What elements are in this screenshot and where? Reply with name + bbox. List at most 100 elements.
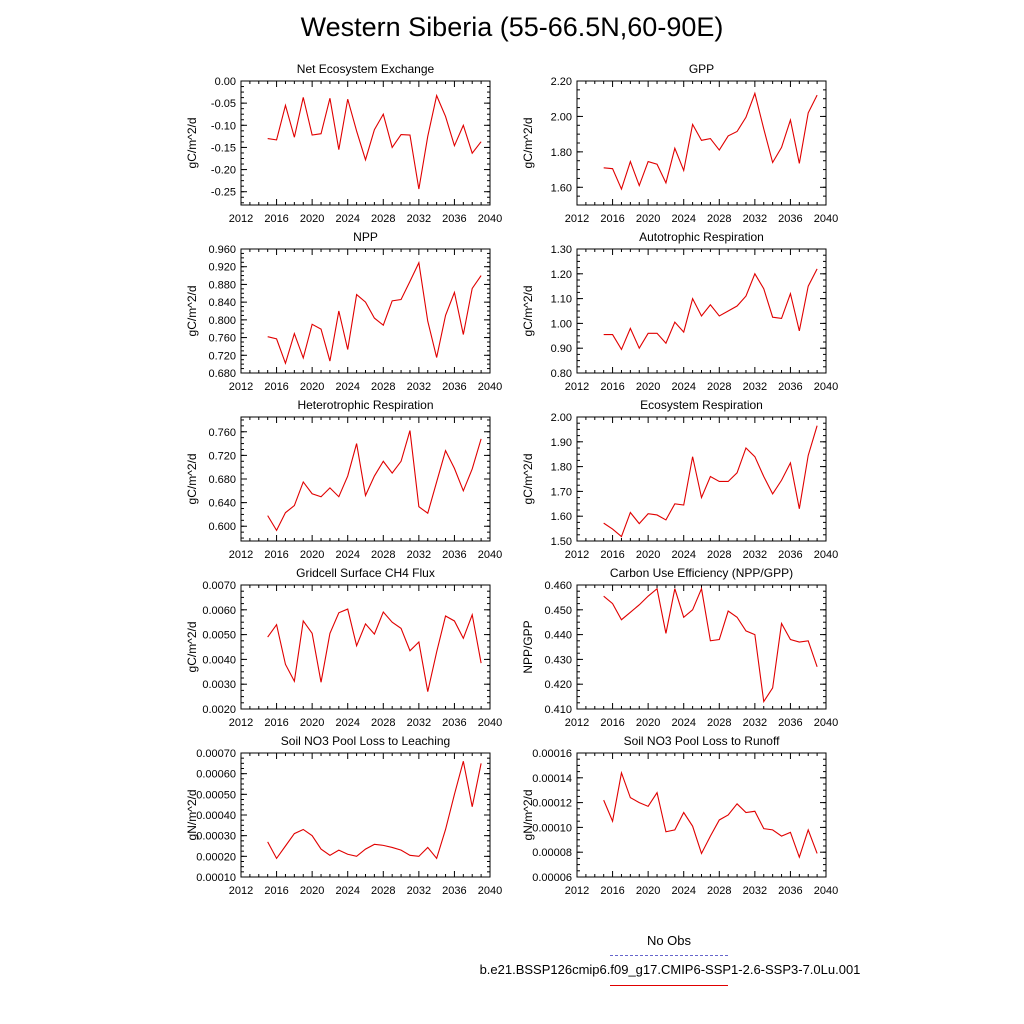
x-tick-label: 2012 xyxy=(229,381,253,393)
x-tick-label: 2024 xyxy=(671,885,695,897)
x-tick-label: 2032 xyxy=(743,549,767,561)
y-axis-label: gC/m^2/d xyxy=(521,286,535,337)
y-tick-label: 0.0030 xyxy=(202,679,236,691)
series-line xyxy=(603,91,818,191)
y-tick-label: 0.920 xyxy=(208,262,236,274)
y-axis-label: gC/m^2/d xyxy=(521,118,535,169)
plot-frame xyxy=(576,584,827,710)
y-tick-label: 0.410 xyxy=(544,704,572,716)
x-tick-label: 2032 xyxy=(407,381,431,393)
x-tick-label: 2024 xyxy=(335,717,359,729)
y-tick-label: 0.90 xyxy=(551,343,572,355)
x-tick-label: 2016 xyxy=(264,717,288,729)
y-tick-label: 1.20 xyxy=(551,269,572,281)
y-tick-label: 1.80 xyxy=(551,462,572,474)
plot-frame xyxy=(576,752,827,878)
y-tick-label: 1.00 xyxy=(551,318,572,330)
series-line xyxy=(603,268,818,351)
y-tick-label: 0.680 xyxy=(208,474,236,486)
plot-frame xyxy=(240,80,491,206)
x-tick-label: 2040 xyxy=(814,213,838,225)
x-tick-label: 2040 xyxy=(814,717,838,729)
y-tick-label: 0.0020 xyxy=(202,704,236,716)
x-tick-label: 2032 xyxy=(407,549,431,561)
y-tick-label: 0.800 xyxy=(208,315,236,327)
x-tick-label: 2012 xyxy=(565,549,589,561)
plot-frame xyxy=(576,248,827,374)
x-tick-label: 2020 xyxy=(300,381,324,393)
x-tick-label: 2016 xyxy=(600,885,624,897)
x-tick-label: 2016 xyxy=(600,381,624,393)
y-tick-label: 0.00070 xyxy=(196,748,236,760)
x-tick-label: 2036 xyxy=(442,885,466,897)
x-tick-label: 2032 xyxy=(743,381,767,393)
y-axis-label: gN/m^2/d xyxy=(185,790,199,841)
x-tick-label: 2032 xyxy=(743,717,767,729)
y-tick-label: 0.0070 xyxy=(202,580,236,592)
x-tick-label: 2040 xyxy=(478,717,502,729)
y-tick-label: 0.00014 xyxy=(532,773,572,785)
y-tick-label: 0.420 xyxy=(544,679,572,691)
y-tick-label: 0.640 xyxy=(208,498,236,510)
panel-title: Carbon Use Efficiency (NPP/GPP) xyxy=(610,566,793,580)
y-tick-label: 1.60 xyxy=(551,182,572,194)
x-tick-label: 2036 xyxy=(442,381,466,393)
x-tick-label: 2032 xyxy=(407,885,431,897)
x-tick-label: 2040 xyxy=(814,381,838,393)
panel-title: Autotrophic Respiration xyxy=(639,230,764,244)
y-tick-label: 0.00008 xyxy=(532,847,572,859)
x-tick-label: 2028 xyxy=(371,213,395,225)
x-tick-label: 2016 xyxy=(264,885,288,897)
y-axis-label: gC/m^2/d xyxy=(185,622,199,673)
x-tick-label: 2020 xyxy=(300,213,324,225)
y-tick-label: 0.00006 xyxy=(532,872,572,884)
y-tick-label: 1.80 xyxy=(551,147,572,159)
x-tick-label: 2020 xyxy=(636,381,660,393)
x-tick-label: 2028 xyxy=(371,885,395,897)
y-tick-label: 0.450 xyxy=(544,605,572,617)
y-tick-label: 0.840 xyxy=(208,297,236,309)
y-tick-label: 0.600 xyxy=(208,521,236,533)
plot-frame xyxy=(576,416,827,542)
series-line xyxy=(603,770,818,859)
y-tick-label: 1.50 xyxy=(551,536,572,548)
y-tick-label: 0.00040 xyxy=(196,810,236,822)
y-axis-label: gC/m^2/d xyxy=(185,286,199,337)
y-tick-label: 0.00012 xyxy=(532,798,572,810)
x-tick-label: 2012 xyxy=(229,717,253,729)
series-line xyxy=(267,260,482,366)
x-tick-label: 2040 xyxy=(814,549,838,561)
x-tick-label: 2024 xyxy=(671,213,695,225)
y-tick-label: 0.760 xyxy=(208,333,236,345)
x-tick-label: 2032 xyxy=(407,213,431,225)
x-tick-label: 2012 xyxy=(565,717,589,729)
panel-title: Heterotrophic Respiration xyxy=(297,398,433,412)
y-tick-label: 0.00060 xyxy=(196,769,236,781)
x-tick-label: 2036 xyxy=(778,549,802,561)
x-tick-label: 2028 xyxy=(707,549,731,561)
plot-frame xyxy=(576,80,827,206)
x-tick-label: 2016 xyxy=(264,381,288,393)
x-tick-label: 2024 xyxy=(671,381,695,393)
y-tick-label: 1.10 xyxy=(551,294,572,306)
x-tick-label: 2020 xyxy=(636,717,660,729)
y-tick-label: 1.60 xyxy=(551,511,572,523)
x-tick-label: 2040 xyxy=(478,213,502,225)
series-line xyxy=(603,425,818,538)
y-axis-label: gC/m^2/d xyxy=(185,454,199,505)
x-tick-label: 2016 xyxy=(600,717,624,729)
y-tick-label: 0.0050 xyxy=(202,630,236,642)
x-tick-label: 2032 xyxy=(407,717,431,729)
x-tick-label: 2024 xyxy=(335,213,359,225)
y-axis-label: NPP/GPP xyxy=(521,620,535,673)
x-tick-label: 2024 xyxy=(671,717,695,729)
y-tick-label: -0.10 xyxy=(211,120,236,132)
x-tick-label: 2040 xyxy=(814,885,838,897)
y-tick-label: 0.00 xyxy=(215,76,236,88)
x-tick-label: 2016 xyxy=(600,549,624,561)
y-tick-label: 0.00020 xyxy=(196,851,236,863)
y-tick-label: 0.440 xyxy=(544,630,572,642)
x-tick-label: 2028 xyxy=(707,885,731,897)
x-tick-label: 2036 xyxy=(778,717,802,729)
